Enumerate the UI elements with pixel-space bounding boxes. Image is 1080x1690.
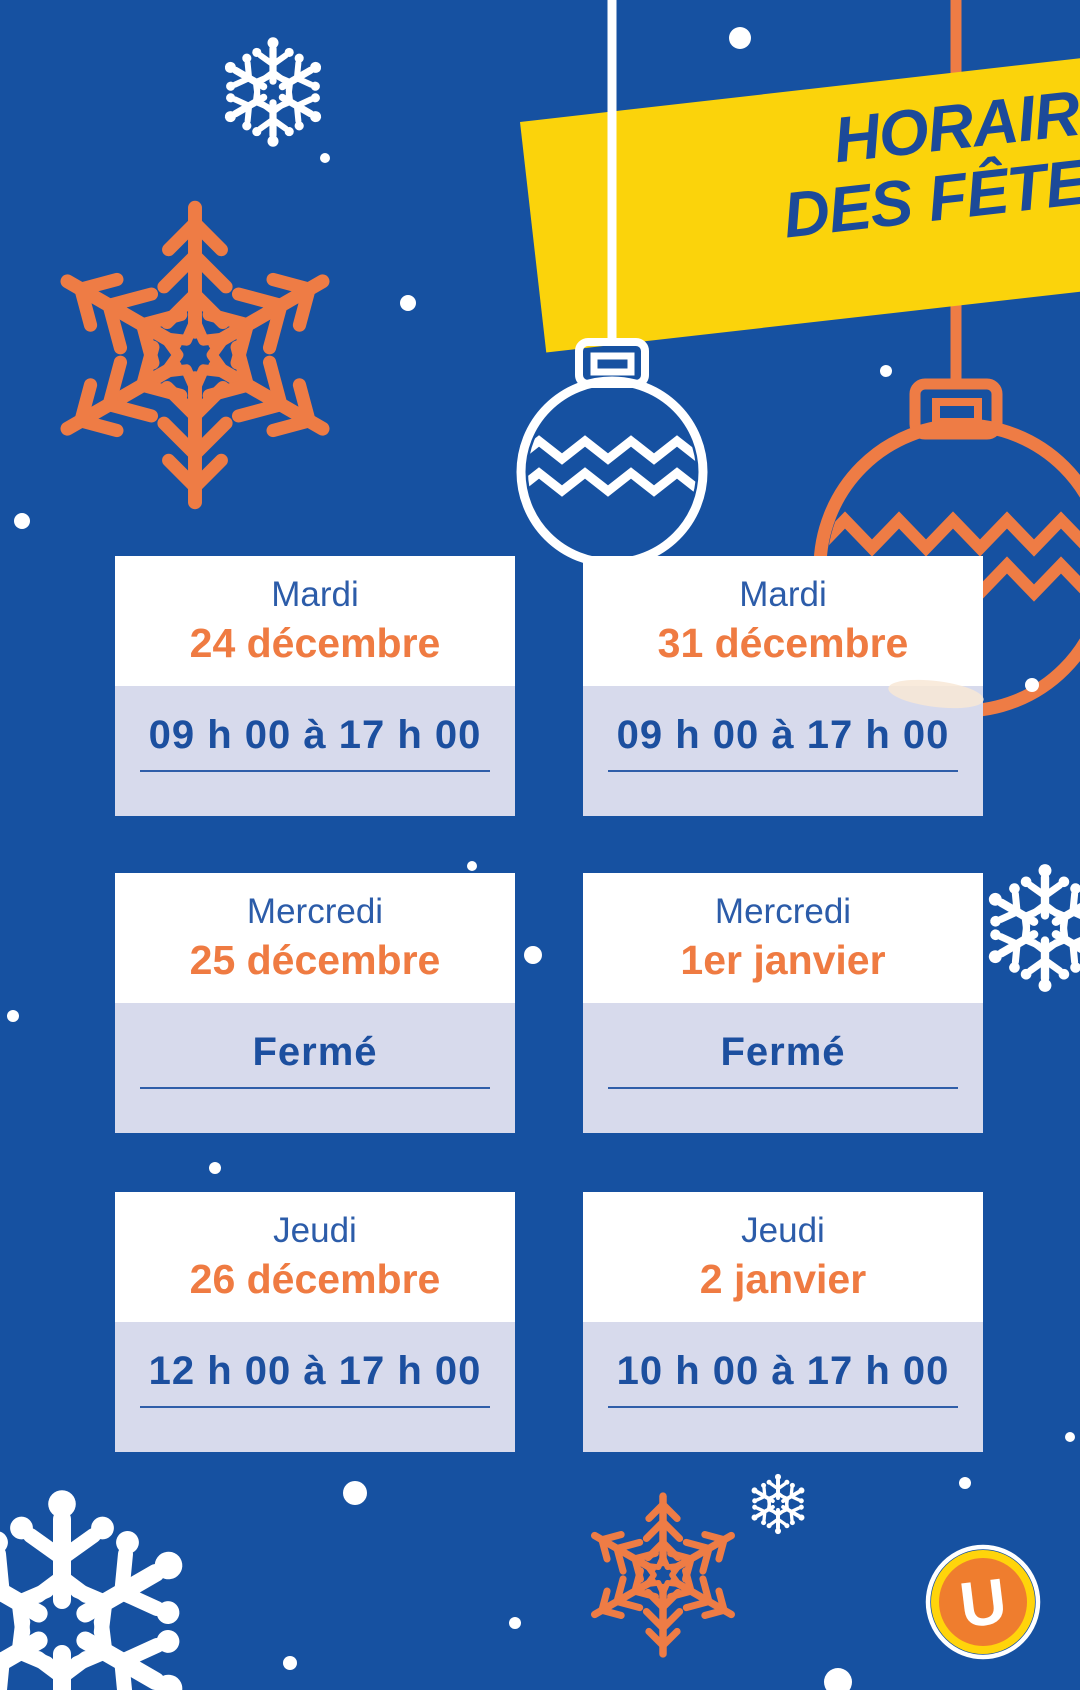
date-label: 2 janvier (699, 1256, 867, 1302)
schedule-card: Mercredi 25 décembre Fermé (115, 873, 515, 1133)
card-hours: 10 h 00 à 17 h 00 (583, 1322, 983, 1452)
divider (608, 770, 958, 772)
date-label: 1er janvier (680, 937, 886, 983)
schedule-card: Mercredi 1er janvier Fermé (583, 873, 983, 1133)
card-hours: Fermé (115, 1003, 515, 1133)
snowflake-dot-icon (746, 1474, 810, 1534)
schedule-card: Mardi 24 décembre 09 h 00 à 17 h 00 (115, 556, 515, 816)
schedule-card: Jeudi 26 décembre 12 h 00 à 17 h 00 (115, 1192, 515, 1452)
card-header: Mardi 31 décembre (583, 556, 983, 686)
snowflake-dot-icon (0, 1490, 206, 1690)
card-header: Jeudi 26 décembre (115, 1192, 515, 1322)
title-banner: HORAIRE DES FÊTES (520, 48, 1080, 353)
u-logo: U (925, 1544, 1041, 1660)
day-label: Mardi (271, 575, 359, 614)
card-header: Jeudi 2 janvier (583, 1192, 983, 1322)
card-hours: Fermé (583, 1003, 983, 1133)
divider (608, 1406, 958, 1408)
date-label: 24 décembre (189, 620, 441, 666)
schedule-card: Jeudi 2 janvier 10 h 00 à 17 h 00 (583, 1192, 983, 1452)
date-label: 26 décembre (189, 1256, 441, 1302)
day-label: Jeudi (741, 1211, 825, 1250)
day-label: Mercredi (714, 892, 852, 931)
divider (140, 1406, 490, 1408)
date-label: 31 décembre (657, 620, 909, 666)
hours-label: 10 h 00 à 17 h 00 (616, 1349, 950, 1393)
snowflake-fir-icon (586, 1496, 739, 1654)
card-header: Mercredi 1er janvier (583, 873, 983, 1003)
divider (608, 1087, 958, 1089)
snowflake-fir-icon (52, 208, 338, 503)
hours-label: 12 h 00 à 17 h 00 (148, 1349, 482, 1393)
hours-label: Fermé (252, 1030, 378, 1074)
card-header: Mardi 24 décembre (115, 556, 515, 686)
hours-label: Fermé (720, 1030, 846, 1074)
snowflake-dot-icon (978, 864, 1080, 992)
card-header: Mercredi 25 décembre (115, 873, 515, 1003)
day-label: Jeudi (273, 1211, 357, 1250)
hours-label: 09 h 00 à 17 h 00 (148, 713, 482, 757)
day-label: Mercredi (246, 892, 384, 931)
date-label: 25 décembre (189, 937, 441, 983)
hours-label: 09 h 00 à 17 h 00 (616, 713, 950, 757)
card-hours: 09 h 00 à 17 h 00 (583, 686, 983, 816)
card-hours: 12 h 00 à 17 h 00 (115, 1322, 515, 1452)
day-label: Mardi (739, 575, 827, 614)
divider (140, 1087, 490, 1089)
u-logo-letter: U (956, 1564, 1011, 1641)
snowflake-dot-icon (215, 37, 331, 146)
divider (140, 770, 490, 772)
card-hours: 09 h 00 à 17 h 00 (115, 686, 515, 816)
